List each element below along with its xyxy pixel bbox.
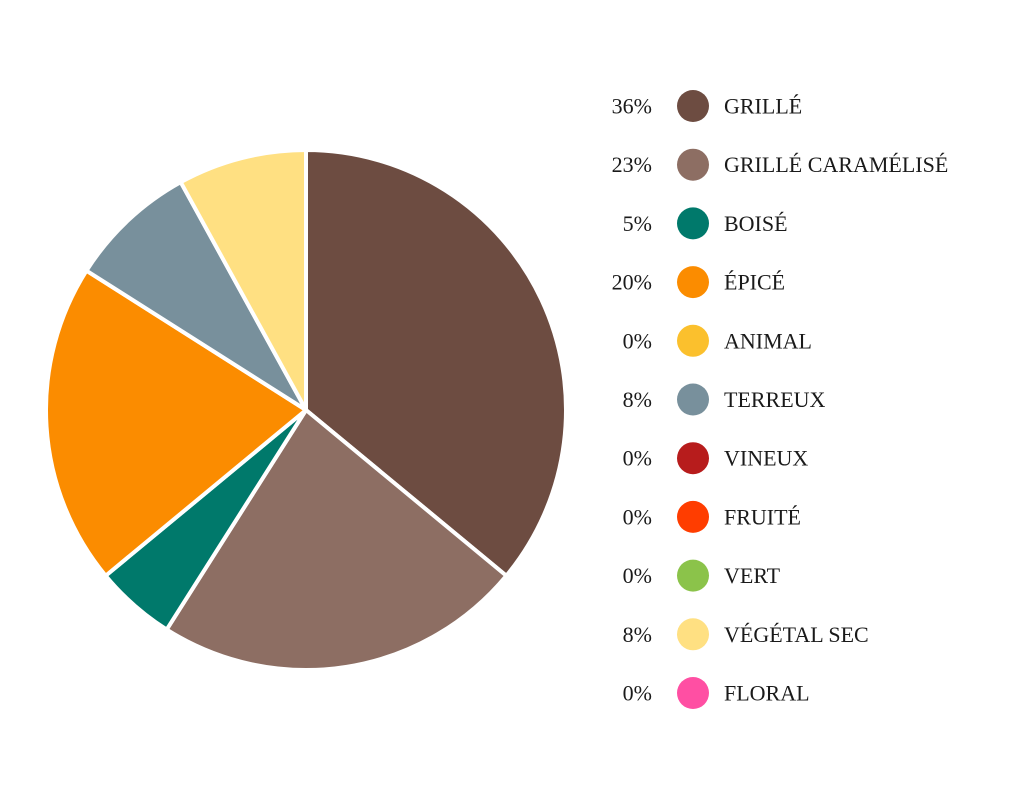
legend-item-grille-caramelise: 23% GRILLÉ CARAMÉLISÉ [612,148,948,181]
legend-swatch [677,383,709,416]
legend-percent: 5% [623,211,652,236]
legend-percent: 8% [623,387,652,412]
legend-swatch [677,500,709,533]
legend-percent: 36% [612,94,652,119]
legend-item-boise: 5% BOISÉ [623,207,788,240]
legend-label: GRILLÉ CARAMÉLISÉ [724,152,948,177]
legend-item-animal: 0% ANIMAL [623,324,812,357]
legend-item-vineux: 0% VINEUX [623,442,808,475]
legend-item-vert: 0% VERT [623,559,781,592]
pie-slice-terreux [84,180,308,412]
pie-slice-vegetal-sec [178,148,308,412]
legend-item-epice: 20% ÉPICÉ [612,266,785,299]
legend-label: ANIMAL [724,328,812,353]
legend-swatch [677,90,709,122]
legend-item-terreux: 8% TERREUX [623,383,826,416]
legend-percent: 0% [623,681,652,706]
legend-percent: 0% [623,328,652,353]
legend-swatch [677,324,709,357]
legend-label: FRUITÉ [724,504,801,529]
legend-swatch [677,618,709,651]
legend-swatch [677,559,709,592]
pie-slice-epice [44,268,308,578]
legend-label: BOISÉ [724,211,788,236]
pie-slices [44,148,568,672]
legend-label: FLORAL [724,681,810,706]
pie-slice-grille-caramelise [164,408,509,672]
legend-percent: 0% [623,563,652,588]
legend-percent: 8% [623,622,652,647]
legend-swatch [677,207,709,240]
legend-percent: 0% [623,446,652,471]
legend-label: TERREUX [724,387,826,412]
legend-label: ÉPICÉ [724,270,785,295]
legend-label: VINEUX [724,446,808,471]
legend-item-fruite: 0% FRUITÉ [623,500,801,533]
legend-percent: 0% [623,504,652,529]
legend-percent: 20% [612,270,652,295]
legend-swatch [677,266,709,299]
legend-label: GRILLÉ [724,94,802,119]
legend-swatch [677,677,709,709]
legend-percent: 23% [612,152,652,177]
legend-item-floral: 0% FLORAL [623,677,810,709]
pie-slice-grille [304,148,568,578]
legend: 36% GRILLÉ 23% GRILLÉ CARAMÉLISÉ 5% BOISÉ 20% É… [612,90,948,709]
legend-label: VÉGÉTAL SEC [724,622,869,647]
legend-item-vegetal-sec: 8% VÉGÉTAL SEC [623,618,869,651]
legend-item-grille: 36% GRILLÉ [612,90,802,122]
legend-swatch [677,148,709,181]
legend-label: VERT [724,563,781,588]
legend-swatch [677,442,709,475]
